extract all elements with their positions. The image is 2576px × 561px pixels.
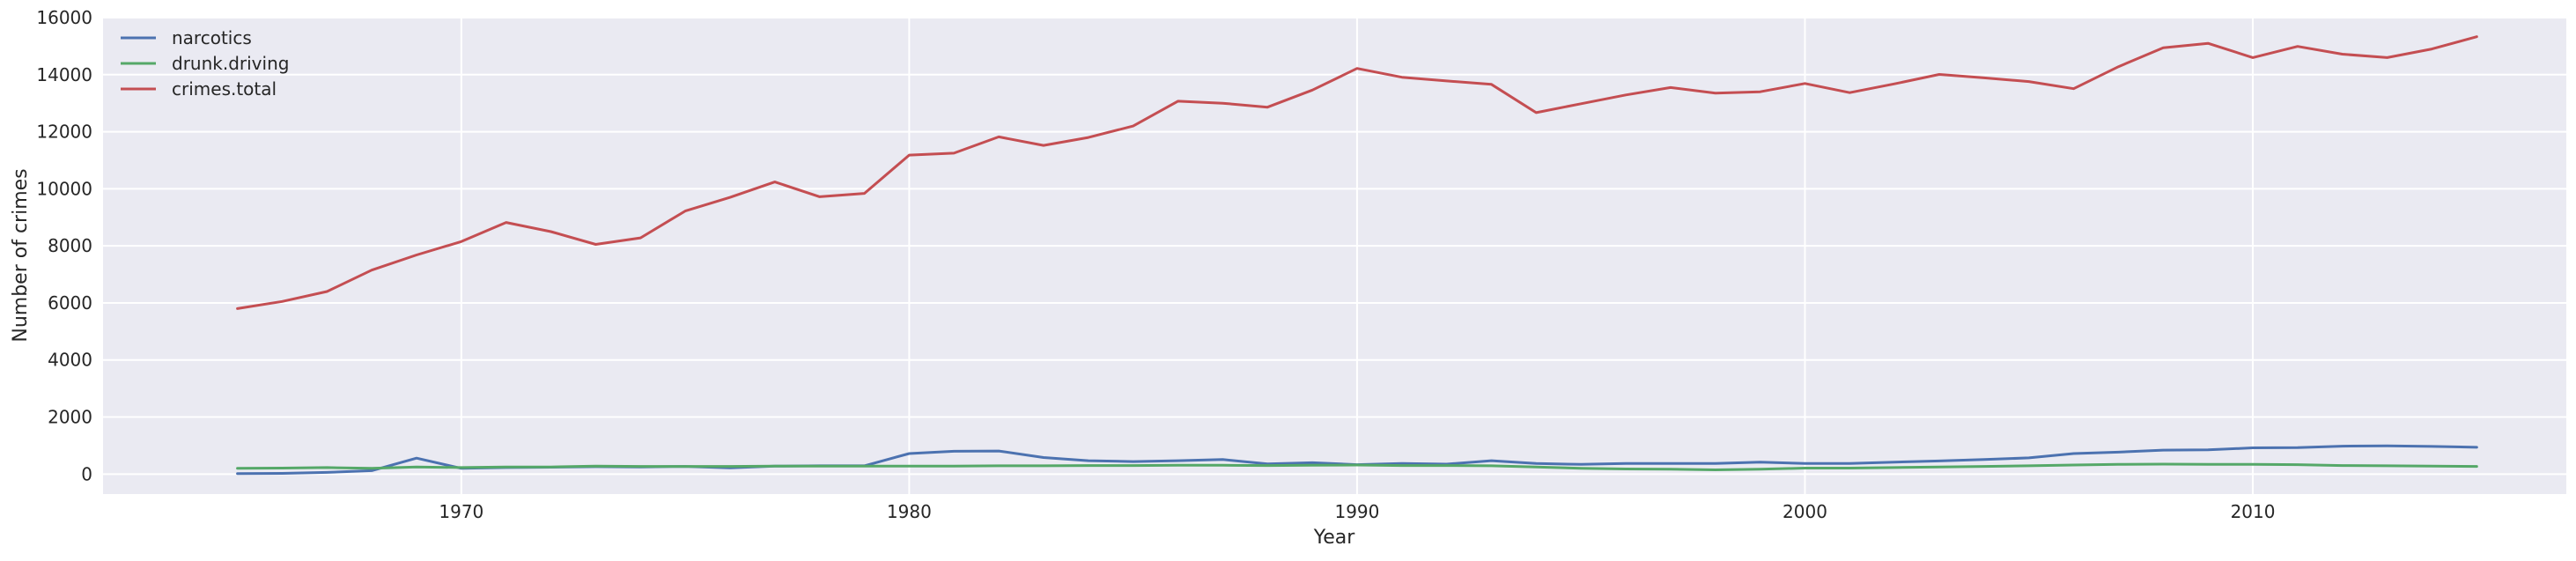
grid-lines [103, 17, 2566, 494]
x-tick-label: 1970 [439, 501, 483, 522]
legend-label-narcotics: narcotics [172, 27, 252, 48]
y-tick-label: 12000 [36, 122, 92, 143]
series-lines [236, 35, 2478, 476]
y-tick-label: 8000 [48, 235, 92, 256]
y-tick-label: 6000 [48, 292, 92, 314]
x-tick-label: 2000 [1783, 501, 1827, 522]
x-tick-label: 2010 [2231, 501, 2276, 522]
x-tick-label: 1990 [1334, 501, 1379, 522]
y-tick-label: 14000 [36, 64, 92, 85]
y-tick-label: 2000 [48, 407, 92, 428]
legend-label-crimes-total: crimes.total [172, 78, 277, 100]
x-tick-label: 1980 [887, 501, 932, 522]
series-line-crimes-total [236, 35, 2478, 310]
y-tick-label: 16000 [36, 7, 92, 28]
legend-label-drunk-driving: drunk.driving [172, 53, 289, 74]
legend: narcotics drunk.driving crimes.total [121, 27, 289, 100]
y-tick-label: 4000 [48, 350, 92, 371]
plot-background [103, 18, 2566, 494]
y-axis-label: Number of crimes [10, 168, 32, 342]
x-tick-labels: 1970 1980 1990 2000 2010 [439, 501, 2275, 522]
x-axis-label: Year [1313, 527, 1356, 549]
y-tick-labels: 0 2000 4000 6000 8000 10000 12000 14000 16000 [36, 7, 92, 484]
y-tick-label: 0 [81, 463, 92, 484]
series-line-drunk-driving [236, 462, 2478, 471]
y-tick-label: 10000 [36, 178, 92, 199]
